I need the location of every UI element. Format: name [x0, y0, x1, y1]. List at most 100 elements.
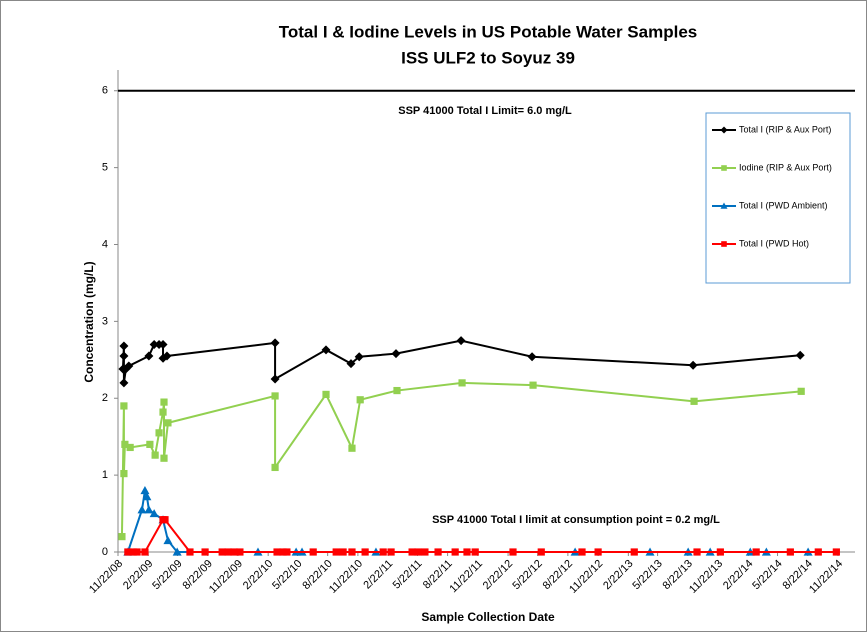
chart-title: Total I & Iodine Levels in US Potable Wa…: [279, 22, 697, 41]
marker: [224, 548, 232, 556]
marker: [151, 451, 159, 459]
y-tick-label: 1: [102, 469, 108, 481]
marker: [458, 379, 466, 387]
marker: [159, 408, 167, 416]
legend-marker: [720, 126, 728, 134]
marker: [529, 381, 537, 389]
marker: [463, 548, 471, 556]
marker: [414, 548, 422, 556]
marker: [270, 374, 280, 384]
legend-label: Iodine (RIP & Aux Port): [739, 162, 832, 172]
marker: [149, 509, 159, 518]
marker: [119, 351, 129, 361]
marker: [236, 548, 244, 556]
marker: [594, 548, 602, 556]
legend-marker: [721, 241, 727, 247]
marker: [387, 548, 395, 556]
marker: [162, 351, 172, 361]
y-tick-label: 0: [102, 546, 108, 558]
marker: [348, 444, 356, 452]
legend-label: Total I (PWD Hot): [739, 238, 809, 248]
marker: [126, 443, 134, 452]
marker: [537, 548, 545, 556]
marker: [456, 336, 466, 346]
marker: [693, 548, 701, 556]
marker: [155, 429, 163, 437]
x-axis-title: Sample Collection Date: [421, 610, 555, 624]
marker: [218, 548, 226, 556]
marker: [356, 396, 364, 404]
marker: [133, 548, 141, 556]
legend-marker: [720, 202, 728, 209]
marker: [146, 440, 154, 448]
annotation: SSP 41000 Total I Limit= 6.0 mg/L: [398, 105, 572, 117]
marker: [578, 548, 586, 556]
marker: [361, 548, 369, 556]
marker: [121, 440, 129, 448]
marker: [346, 359, 356, 369]
marker: [164, 419, 172, 427]
marker: [142, 492, 152, 501]
marker: [141, 548, 149, 556]
marker: [283, 548, 291, 556]
legend-label: Total I (RIP & Aux Port): [739, 124, 831, 134]
marker: [158, 339, 168, 349]
marker: [332, 548, 340, 556]
marker: [527, 352, 537, 362]
marker: [271, 463, 279, 472]
marker: [322, 390, 330, 399]
marker: [118, 533, 126, 541]
marker: [348, 548, 356, 556]
marker: [321, 345, 331, 355]
y-tick-label: 5: [102, 162, 108, 174]
marker: [379, 548, 387, 556]
marker: [160, 398, 168, 406]
marker: [124, 548, 132, 556]
marker: [120, 402, 128, 410]
marker: [273, 548, 281, 556]
marker: [716, 548, 724, 556]
marker: [408, 548, 416, 556]
marker: [119, 341, 129, 351]
marker: [421, 548, 429, 556]
legend-box: [705, 112, 851, 284]
marker: [137, 505, 147, 514]
marker: [688, 360, 698, 370]
marker: [144, 505, 154, 514]
marker: [471, 548, 479, 556]
y-tick-label: 3: [102, 315, 108, 327]
marker: [140, 486, 150, 495]
chart-subtitle: ISS ULF2 to Soyuz 39: [401, 48, 575, 67]
marker: [279, 548, 287, 556]
marker: [814, 548, 822, 556]
marker: [186, 548, 194, 556]
marker: [393, 386, 401, 395]
marker: [144, 351, 154, 361]
marker: [129, 548, 137, 556]
marker: [832, 548, 840, 556]
marker: [451, 548, 459, 556]
marker: [271, 392, 279, 400]
marker: [124, 361, 134, 371]
marker: [163, 535, 173, 545]
marker: [786, 548, 794, 556]
series-line: [127, 518, 837, 553]
marker: [160, 454, 168, 462]
marker: [161, 516, 169, 524]
marker: [230, 548, 238, 556]
marker: [309, 548, 317, 556]
marker: [690, 397, 698, 405]
y-tick-label: 4: [102, 238, 108, 250]
marker: [120, 469, 128, 478]
legend-marker: [721, 165, 727, 171]
marker: [201, 548, 209, 556]
marker: [509, 548, 517, 556]
marker: [354, 352, 364, 362]
marker: [172, 547, 182, 556]
legend-label: Total I (PWD Ambient): [739, 200, 828, 210]
marker: [795, 350, 805, 360]
annotation: SSP 41000 Total I limit at consumption p…: [432, 514, 720, 526]
marker: [119, 378, 129, 388]
